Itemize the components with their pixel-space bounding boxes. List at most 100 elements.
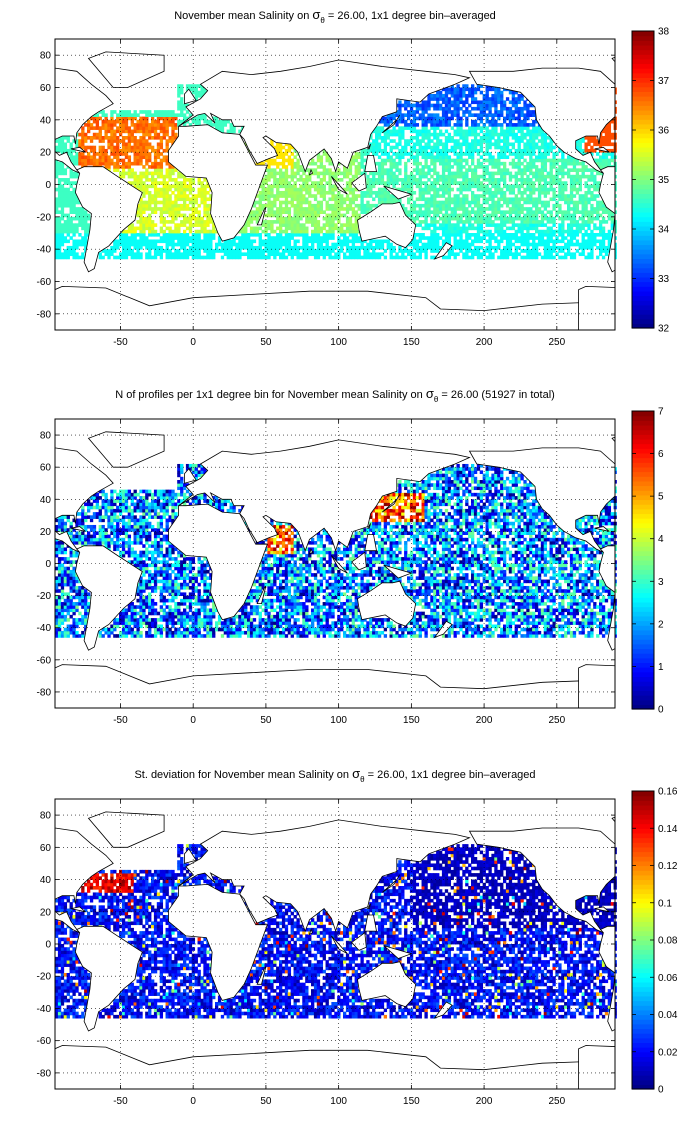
data-cell [145, 168, 149, 172]
data-cell [290, 187, 294, 192]
data-cell [447, 184, 452, 189]
data-cell [529, 148, 533, 153]
data-cell [197, 239, 201, 244]
data-cell [468, 110, 472, 114]
data-cell [133, 129, 137, 134]
data-cell [552, 174, 556, 179]
data-cell [241, 242, 245, 247]
data-cell [249, 216, 254, 221]
data-cell [267, 161, 271, 166]
panel-1: November mean Salinity on σθ = 26.00, 1x… [37, 7, 670, 348]
data-cell [133, 139, 137, 143]
data-cell [72, 148, 76, 153]
data-cell [421, 190, 425, 195]
data-cell [366, 174, 370, 179]
data-cell [505, 132, 510, 137]
data-cell [476, 226, 481, 231]
data-cell [459, 129, 463, 134]
data-cell [558, 216, 562, 221]
data-cell [427, 119, 431, 124]
data-cell [372, 178, 376, 182]
data-cell [447, 226, 452, 231]
data-cell [290, 249, 294, 253]
data-cell [220, 255, 225, 260]
data-cell [299, 223, 303, 227]
data-cell [351, 190, 356, 195]
data-cell [136, 119, 140, 124]
data-cell [290, 203, 294, 208]
data-cell [127, 148, 132, 153]
data-cell [299, 213, 303, 218]
data-cell [412, 252, 417, 257]
data-cell [532, 245, 536, 250]
data-cell [494, 187, 498, 192]
data-cell [494, 142, 498, 147]
data-cell [287, 161, 292, 166]
data-cell [354, 174, 358, 179]
data-cell [92, 116, 97, 121]
data-cell [72, 197, 76, 202]
data-cell [139, 155, 143, 160]
data-cell [119, 132, 123, 137]
data-cell [572, 207, 577, 211]
data-cell [267, 207, 271, 211]
data-cell [287, 148, 292, 153]
data-cell [287, 210, 292, 214]
data-cell [380, 136, 385, 140]
data-cell [508, 245, 513, 250]
data-cell [418, 252, 422, 257]
data-cell [476, 103, 481, 108]
data-cell [235, 236, 239, 240]
data-cell [377, 148, 382, 153]
data-cell [185, 236, 190, 240]
data-cell [497, 161, 501, 166]
data-cell [293, 233, 297, 237]
data-cell [183, 252, 187, 257]
data-cell [535, 245, 539, 250]
data-cell [500, 129, 504, 134]
data-cell [153, 132, 158, 137]
data-cell [72, 200, 76, 205]
data-cell [290, 152, 294, 156]
data-cell [296, 213, 300, 218]
data-cell [433, 126, 437, 130]
data-cell [412, 200, 417, 205]
data-cell [500, 97, 504, 101]
data-cell [529, 190, 533, 195]
data-cell [473, 236, 478, 240]
data-cell [351, 200, 356, 205]
data-cell [72, 252, 76, 257]
data-cell [450, 207, 454, 211]
data-cell [345, 197, 350, 202]
data-cell [529, 136, 533, 140]
data-cell [511, 129, 516, 134]
data-cell [165, 110, 169, 114]
data-cell [529, 168, 533, 172]
data-cell [447, 110, 452, 114]
data-cell [444, 184, 449, 189]
data-cell [156, 110, 161, 114]
data-cell [89, 126, 94, 130]
data-cell [526, 168, 530, 172]
data-cell [276, 184, 280, 189]
data-cell [450, 93, 454, 98]
data-cell [535, 197, 539, 202]
data-cell [183, 239, 187, 244]
data-cell [281, 145, 286, 150]
data-cell [57, 233, 62, 237]
data-cell [415, 165, 420, 169]
data-cell [549, 145, 553, 150]
data-cell [354, 236, 358, 240]
data-cell [290, 194, 294, 198]
data-cell [497, 245, 501, 250]
data-cell [535, 165, 539, 169]
data-cell [468, 168, 472, 172]
data-cell [369, 184, 373, 189]
data-cell [532, 197, 536, 202]
data-cell [424, 226, 428, 231]
data-cell [441, 207, 446, 211]
data-cell [430, 245, 434, 250]
data-cell [444, 100, 449, 105]
data-cell [279, 194, 283, 198]
data-cell [116, 239, 120, 244]
